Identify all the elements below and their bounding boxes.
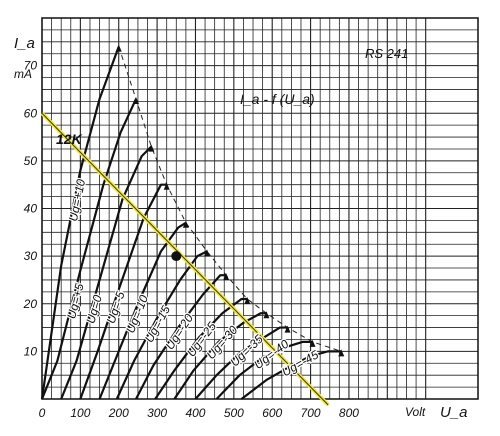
curve-end-marker xyxy=(223,273,230,281)
y-tick-label: 50 xyxy=(24,154,38,168)
curve-end-marker xyxy=(148,144,155,152)
x-tick-label: 100 xyxy=(70,406,90,420)
x-tick-label: 300 xyxy=(147,406,167,420)
curve-6 xyxy=(135,274,227,400)
curve-end-marker xyxy=(263,311,270,319)
curve-3 xyxy=(79,183,167,400)
y-tick-label: 70 xyxy=(24,59,38,73)
curve-end-marker xyxy=(163,182,170,190)
y-tick-label: 30 xyxy=(24,249,38,263)
curve-0 xyxy=(40,46,120,400)
curve-label: Ug=+5 xyxy=(64,282,87,321)
curve-end-marker xyxy=(115,44,122,52)
y-axis-unit: mA xyxy=(14,67,32,81)
y-tick-label: 60 xyxy=(24,106,38,120)
x-tick-label: 400 xyxy=(185,406,205,420)
x-tick-label: 800 xyxy=(339,406,359,420)
curve-end-marker xyxy=(284,325,291,333)
curve-end-marker xyxy=(244,296,251,304)
curve-labels: Ug=+10Ug=+5Ug=0Ug=-5Ug=-10Ug=-15Ug=-20Ug… xyxy=(63,176,322,380)
curve-end-marker xyxy=(338,349,345,357)
plot-border xyxy=(41,17,479,400)
curve-label: Ug=-5 xyxy=(104,289,128,325)
x-tick-label: 600 xyxy=(262,406,282,420)
curve-end-marker xyxy=(309,339,316,347)
curve-4 xyxy=(98,221,187,400)
chart-subtitle: I_a - f (U_a) xyxy=(240,91,315,107)
plate-curves xyxy=(40,44,345,400)
y-tick-label: 20 xyxy=(23,297,38,311)
y-axis-label: I_a xyxy=(14,35,35,52)
curve-end-marker xyxy=(203,249,210,257)
x-tick-label: 0 xyxy=(39,406,46,420)
x-axis-unit: Volt xyxy=(405,405,426,419)
load-line-label: 12K xyxy=(56,131,83,147)
load-line xyxy=(40,111,330,407)
curve-11 xyxy=(240,350,342,400)
curve-8 xyxy=(173,312,267,400)
curve-end-marker xyxy=(133,96,140,104)
curve-5 xyxy=(115,250,208,400)
x-axis-label: U_a xyxy=(440,404,468,421)
curve-label: Ug=0 xyxy=(83,293,104,325)
y-tick-label: 10 xyxy=(24,344,38,358)
x-tick-label: 500 xyxy=(224,406,244,420)
curve-2 xyxy=(60,145,153,400)
curve-end-marker xyxy=(182,220,189,228)
operating-point xyxy=(171,251,182,262)
tick-labels: 0 100 200 300 400 500 600 700 800 10 20 30 40 50 60 70 xyxy=(23,59,360,420)
x-tick-label: 200 xyxy=(108,406,129,420)
y-tick-label: 40 xyxy=(24,202,38,216)
curve-7 xyxy=(154,297,248,400)
curve-9 xyxy=(194,326,288,400)
curve-1 xyxy=(40,98,138,400)
grid xyxy=(41,17,479,400)
x-tick-label: 700 xyxy=(301,406,321,420)
chart-title: RS 241 xyxy=(365,46,408,61)
load-line xyxy=(41,112,329,406)
